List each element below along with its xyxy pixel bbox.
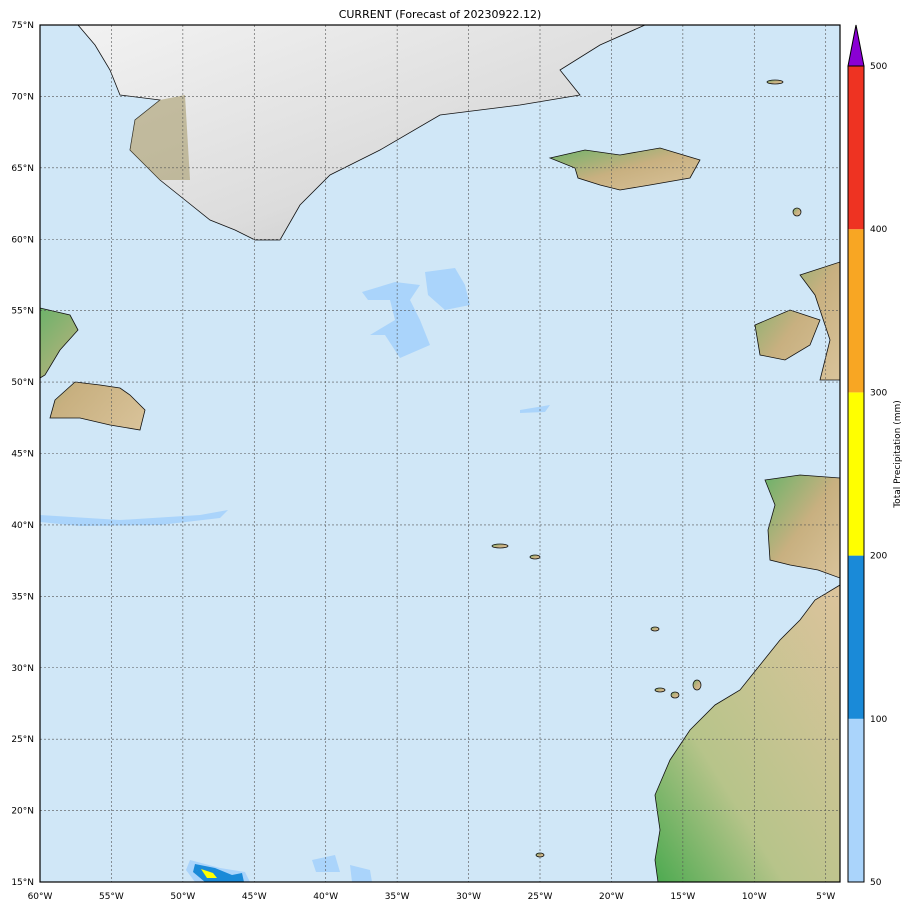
lat-tick-label: 50°N <box>11 378 34 388</box>
colorbar-tick-label: 100 <box>870 715 887 725</box>
colorbar-segment <box>848 555 864 719</box>
lat-tick-label: 15°N <box>11 878 34 888</box>
islands <box>491 79 802 858</box>
colorbar-tick-label: 200 <box>870 552 887 562</box>
lon-tick-label: 60°W <box>28 892 53 902</box>
colorbar-segment <box>848 66 864 230</box>
lat-tick-label: 20°N <box>11 807 34 817</box>
lon-tick-label: 5°W <box>816 892 835 902</box>
lon-tick-label: 40°W <box>313 892 338 902</box>
colorbar-tick-label: 300 <box>870 388 887 398</box>
colorbar-segment <box>848 229 864 393</box>
lon-tick-label: 20°W <box>599 892 624 902</box>
colorbar-segment <box>848 392 864 556</box>
lon-tick-label: 15°W <box>670 892 695 902</box>
colorbar-tick-label: 400 <box>870 225 887 235</box>
lat-tick-label: 45°N <box>11 450 34 460</box>
colorbar-frame <box>847 65 865 883</box>
lon-tick-label: 10°W <box>742 892 767 902</box>
lon-tick-label: 35°W <box>385 892 410 902</box>
precip-200-300 <box>201 869 217 878</box>
precip-100-200 <box>193 864 244 882</box>
lat-tick-label: 25°N <box>11 735 34 745</box>
lat-tick-label: 40°N <box>11 521 34 531</box>
precipitation-field <box>40 268 550 882</box>
lat-tick-label: 55°N <box>11 307 34 317</box>
africa <box>654 584 840 882</box>
lat-tick-label: 65°N <box>11 164 34 174</box>
lat-tick-label: 70°N <box>11 92 34 102</box>
greenland-coast-west <box>130 95 190 180</box>
colorbar: 50 100 200 300 400 500 <box>847 24 887 888</box>
newfoundland-labrador <box>40 307 146 431</box>
lat-tick-label: 30°N <box>11 664 34 674</box>
map-title: CURRENT (Forecast of 20230922.12) <box>338 8 542 21</box>
iberia <box>764 474 840 579</box>
colorbar-tick-label: 50 <box>870 878 882 888</box>
lon-tick-label: 50°W <box>170 892 195 902</box>
graticule <box>40 25 840 882</box>
lon-tick-label: 45°W <box>242 892 267 902</box>
lat-tick-label: 35°N <box>11 592 34 602</box>
colorbar-segment <box>848 718 864 882</box>
lon-tick-label: 55°W <box>99 892 124 902</box>
lat-tick-label: 75°N <box>11 21 34 31</box>
colorbar-tick-label: 500 <box>870 62 887 72</box>
ireland-britain <box>754 261 840 381</box>
lon-tick-label: 30°W <box>456 892 481 902</box>
iceland <box>548 147 701 191</box>
map-frame <box>39 24 841 883</box>
colorbar-extend-triangle <box>847 24 865 67</box>
lon-tick-label: 25°W <box>528 892 553 902</box>
colorbar-label: Total Precipitation (mm) <box>893 400 903 508</box>
lat-tick-label: 60°N <box>11 235 34 245</box>
greenland <box>77 25 646 241</box>
